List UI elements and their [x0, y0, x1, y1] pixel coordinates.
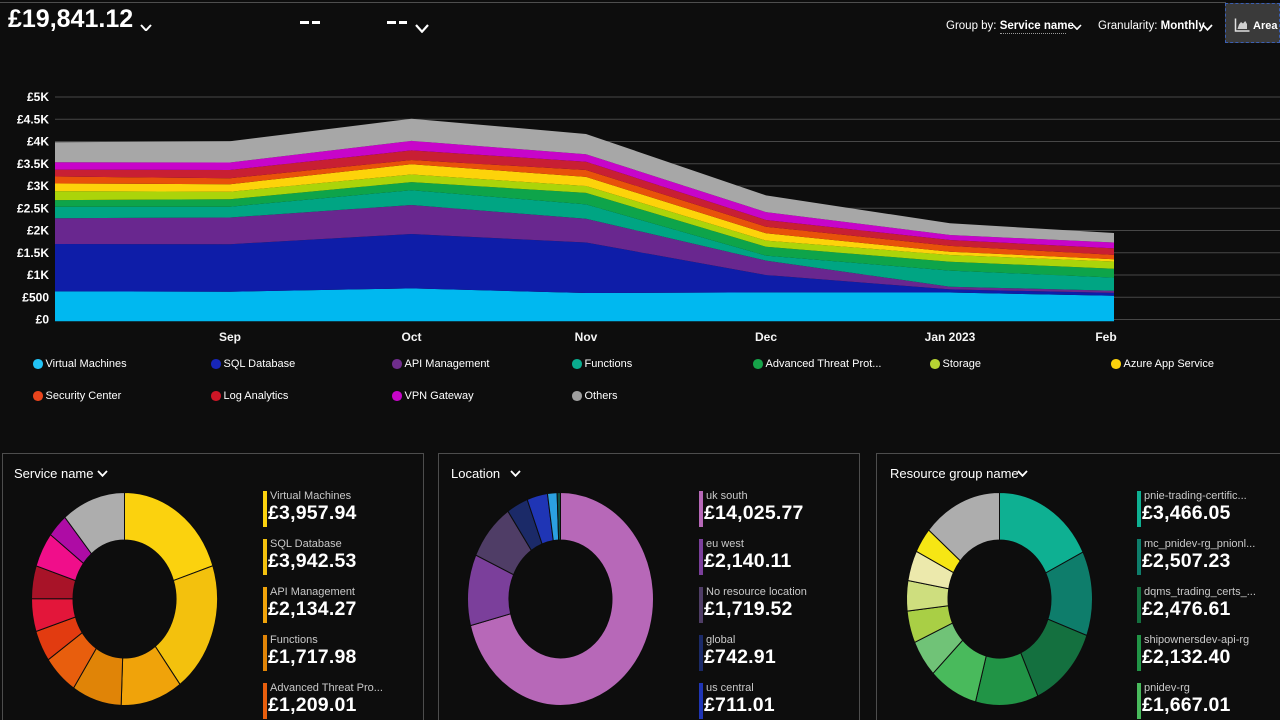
svg-text:£4K: £4K	[27, 135, 49, 149]
svg-text:Jan 2023: Jan 2023	[925, 330, 976, 344]
svg-text:£0: £0	[36, 313, 50, 327]
svg-text:£3.5K: £3.5K	[17, 157, 49, 171]
svg-text:£2K: £2K	[27, 224, 49, 238]
svg-text:Nov: Nov	[575, 330, 598, 344]
svg-text:£500: £500	[22, 290, 49, 304]
svg-text:£1K: £1K	[27, 268, 49, 282]
svg-text:Sep: Sep	[219, 330, 241, 344]
svg-text:Feb: Feb	[1095, 330, 1116, 344]
svg-text:£4.5K: £4.5K	[17, 113, 49, 127]
svg-text:£1.5K: £1.5K	[17, 246, 49, 260]
svg-text:Oct: Oct	[401, 330, 421, 344]
svg-text:Dec: Dec	[755, 330, 777, 344]
svg-text:£2.5K: £2.5K	[17, 201, 49, 215]
svg-text:£5K: £5K	[27, 90, 49, 104]
svg-text:£3K: £3K	[27, 179, 49, 193]
